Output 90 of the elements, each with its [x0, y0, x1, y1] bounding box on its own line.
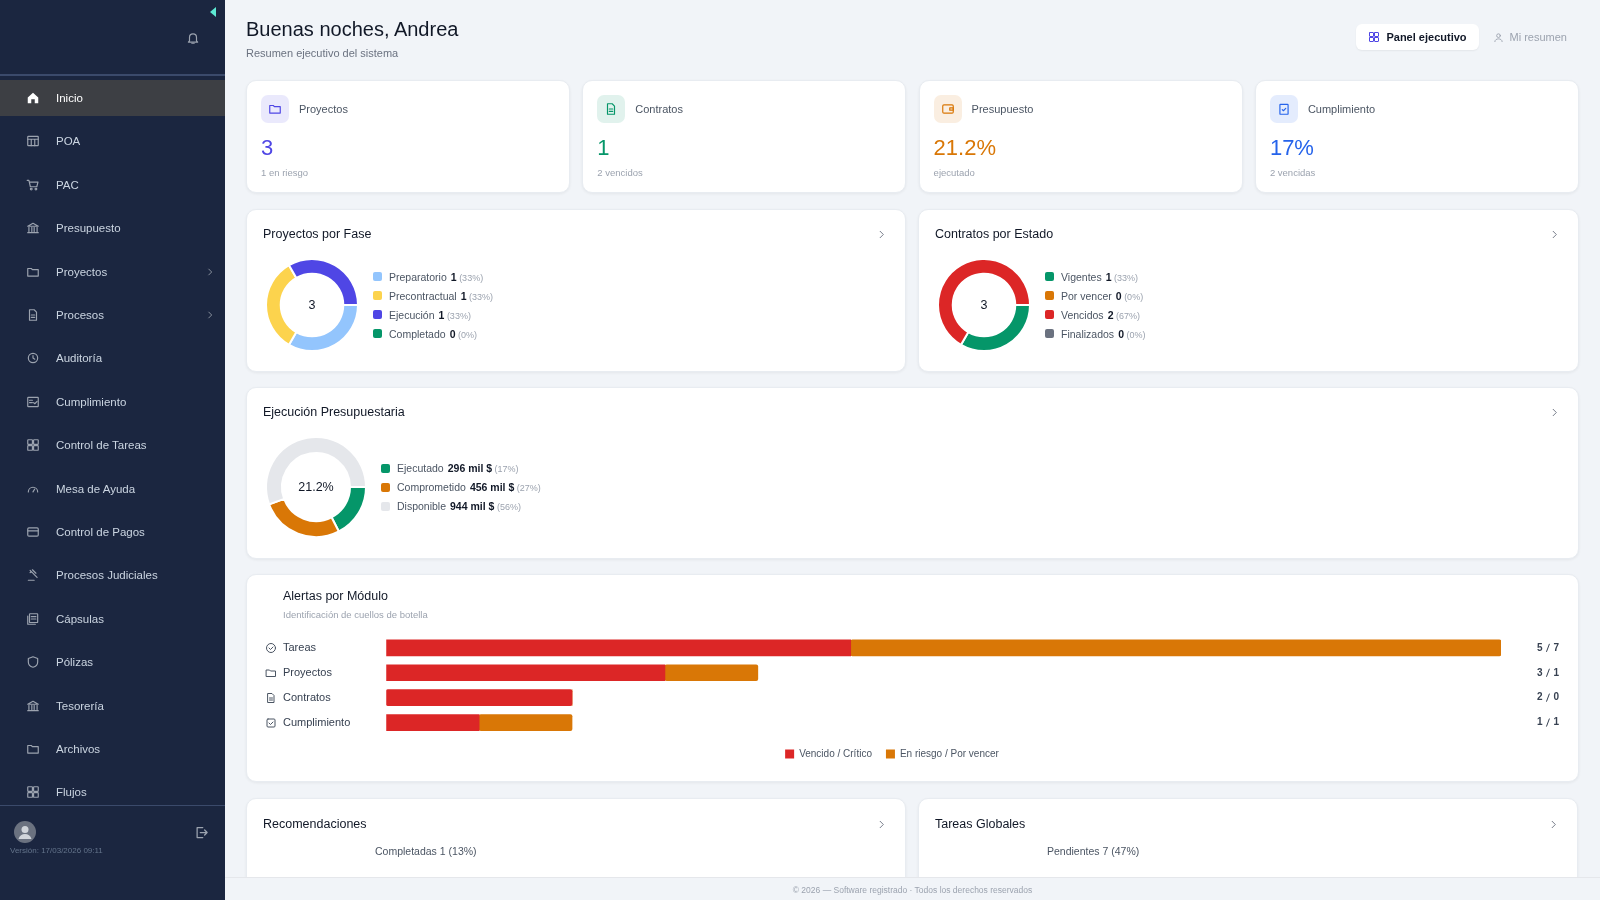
text: Completadas 1 (13%): [375, 845, 477, 857]
data-label: 2 (67%): [1107, 308, 1140, 321]
y-tick-label: Proyectos: [283, 665, 333, 678]
y-tick-label: Contratos: [283, 690, 332, 703]
text: PAC: [56, 178, 79, 191]
text: Recomendaciones: [263, 817, 367, 831]
bar: [664, 664, 759, 682]
legend-label: Por vencer: [1061, 289, 1112, 302]
y-tick-label: Cumplimiento: [283, 715, 351, 728]
data-label: 1: [1536, 716, 1543, 728]
text: Proyectos: [56, 265, 108, 278]
y-tick-label: Tareas: [283, 640, 317, 653]
text: Cumplimiento: [56, 395, 127, 408]
text: Archivos: [56, 743, 101, 755]
data-label: 3: [1536, 666, 1543, 678]
text: Procesos Judiciales: [56, 569, 158, 582]
text: 21.2%: [297, 479, 335, 496]
bar: [386, 639, 852, 657]
legend-label: Finalizados: [1061, 327, 1115, 340]
data-label: 1 (33%): [450, 270, 484, 283]
text: 17%: [1269, 135, 1314, 161]
legend-label: Vencidos: [1061, 308, 1104, 321]
text: Buenas noches, Andrea: [246, 18, 459, 41]
text: 0 (0%): [1118, 327, 1146, 340]
chart-title: Contratos por Estado: [935, 227, 1054, 241]
legend-label: Vigentes: [1061, 270, 1102, 283]
data-label: 1: [1553, 716, 1560, 728]
data-label: 1: [1553, 666, 1560, 678]
text: 21.2%: [933, 135, 996, 161]
text: Tareas Globales: [935, 817, 1026, 831]
text: 0 (0%): [449, 327, 477, 340]
text: Resumen ejecutivo del sistema: [246, 47, 399, 59]
legend-label: Ejecutado: [397, 462, 444, 474]
text: Flujos: [56, 786, 87, 799]
legend-label: Completado: [389, 327, 446, 340]
legend-label: Preparatorio: [389, 270, 447, 283]
text: Presupuesto: [971, 103, 1034, 115]
text: Presupuesto: [56, 222, 121, 235]
text: Mi resumen: [1508, 31, 1568, 43]
text: Procesos: [56, 309, 104, 321]
data-label: 1 (33%): [460, 289, 494, 302]
text: Auditoría: [56, 352, 103, 365]
text: Tesorería: [56, 699, 104, 712]
text: 0 (0%): [1115, 289, 1144, 302]
legend-label: Ejecución: [389, 308, 435, 321]
chart-title: Alertas por Módulo: [283, 588, 388, 603]
text: Cápsulas: [56, 612, 104, 625]
data-label: 5: [1536, 641, 1543, 653]
text: 3: [307, 297, 317, 314]
legend-label: Vencido / Crítico: [799, 747, 873, 759]
text: Mesa de Ayuda: [56, 482, 136, 495]
text: Control de Tareas: [56, 439, 147, 452]
data-label: 0: [1553, 691, 1560, 703]
text: 3: [261, 135, 274, 161]
text: Versión: 17/03/2026 09:11: [10, 846, 103, 855]
data-label: 456 mil $ (27%): [469, 481, 541, 493]
text: Pólizas: [56, 656, 94, 669]
text: Panel ejecutivo: [1356, 24, 1479, 50]
data-label: 7: [1553, 641, 1560, 653]
legend-label: Precontractual: [389, 289, 457, 302]
text: ejecutado: [933, 167, 975, 178]
data-label: 1 (33%): [1105, 270, 1139, 283]
text: Cumplimiento: [1307, 103, 1376, 115]
text: 2 vencidos: [597, 167, 643, 178]
text: Proyectos: [299, 103, 348, 115]
text: 1: [597, 135, 610, 161]
chart-subtitle: Identificación de cuellos de botella: [283, 609, 429, 621]
chart-title: Proyectos por Fase: [263, 227, 372, 241]
text: Contratos: [635, 103, 683, 115]
text: Pendientes 7 (47%): [1047, 845, 1140, 857]
chart-title: Ejecución Presupuestaria: [263, 405, 405, 419]
text: © 2026 — Software registrado · Todos los derechos reservados: [225, 877, 1600, 900]
text: 3: [979, 297, 989, 314]
data-label: 2: [1536, 691, 1543, 703]
bar: [850, 639, 1501, 657]
bar: [386, 714, 480, 731]
text: 1 en riesgo: [261, 167, 309, 178]
text: 2 vencidas: [1269, 167, 1316, 178]
text: POA: [56, 135, 81, 148]
text: Inicio: [56, 92, 83, 104]
legend-label: Disponible: [397, 500, 447, 512]
bar: [386, 689, 573, 706]
data-label: 296 mil $ (17%): [447, 462, 519, 474]
data-label: 1 (33%): [438, 308, 471, 321]
bar: [386, 664, 666, 682]
legend-label: Comprometido: [397, 481, 466, 493]
data-label: 944 mil $ (56%): [450, 500, 521, 512]
legend-label: En riesgo / Por vencer: [899, 747, 1000, 759]
bar: [478, 714, 573, 731]
text: Control de Pagos: [56, 526, 145, 538]
